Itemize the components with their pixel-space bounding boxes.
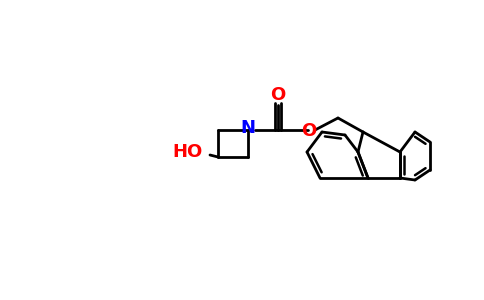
Text: O: O	[271, 86, 286, 104]
Text: O: O	[302, 122, 317, 140]
Text: N: N	[241, 119, 256, 137]
Text: HO: HO	[173, 143, 203, 161]
